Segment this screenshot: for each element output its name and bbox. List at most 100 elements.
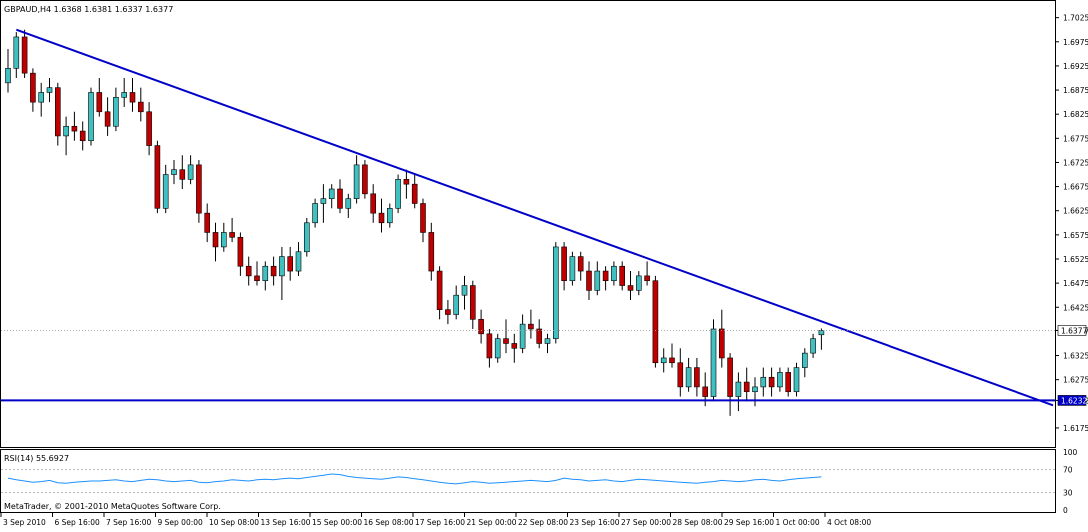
candle <box>63 116 69 156</box>
candle <box>171 160 177 185</box>
candle-body <box>586 270 592 291</box>
trendline-layer[interactable] <box>1 28 1055 407</box>
candle-body <box>793 367 800 393</box>
rsi-level-lines: 100 70 30 0 <box>1 448 1078 515</box>
price-tick-label: 1.6475 <box>1063 279 1088 288</box>
candle <box>594 261 601 296</box>
candle-body <box>13 36 20 69</box>
price-tick-label: 1.7025 <box>1063 14 1088 23</box>
candle <box>30 68 36 112</box>
candle <box>652 275 659 368</box>
candle <box>486 328 493 368</box>
candle <box>96 77 103 117</box>
candle <box>245 256 252 286</box>
candle <box>395 174 401 214</box>
candle-body <box>328 188 335 199</box>
candle-body <box>30 72 36 103</box>
candle-body <box>445 309 451 315</box>
candle-body <box>552 246 559 339</box>
candle <box>303 217 310 257</box>
candle-body <box>420 203 426 233</box>
candle <box>561 242 567 291</box>
candle-body <box>237 236 244 267</box>
support-price-label-bg <box>1057 395 1087 406</box>
symbol-header: GBPAUD,H4 1.6368 1.6381 1.6337 1.6377 <box>4 5 173 14</box>
candle <box>287 246 294 281</box>
candle <box>818 328 825 350</box>
price-tick-label: 1.6625 <box>1063 207 1088 216</box>
candle-body <box>370 193 377 214</box>
price-panel-frame <box>0 0 1056 448</box>
candle-body <box>187 164 194 180</box>
candle <box>88 87 94 146</box>
price-tick-label: 1.6775 <box>1063 134 1088 143</box>
candle-body <box>478 319 484 335</box>
candle-body <box>312 203 318 224</box>
candle-body <box>469 285 476 320</box>
candle-body <box>577 256 584 272</box>
candle <box>469 280 476 329</box>
candle <box>528 309 534 339</box>
candle <box>445 300 451 325</box>
candle-body <box>652 280 659 364</box>
candle <box>38 82 45 117</box>
candle <box>104 97 111 136</box>
candle <box>727 353 733 416</box>
candle-body <box>461 285 468 296</box>
rsi-axis-label: 30 <box>1063 489 1073 498</box>
candle <box>237 232 244 276</box>
candle <box>71 111 78 141</box>
candle-body <box>146 111 152 146</box>
candle-body <box>162 174 169 209</box>
descending-trendline[interactable] <box>15 28 1054 407</box>
candle <box>494 333 501 363</box>
candle <box>536 319 543 349</box>
candle <box>544 333 551 354</box>
candle-body <box>179 169 186 180</box>
candle <box>777 367 783 392</box>
candle <box>694 357 700 397</box>
price-tick-label: 1.6525 <box>1063 255 1088 264</box>
candle <box>54 82 61 146</box>
candle <box>760 367 767 397</box>
current-price-label-bg <box>1057 325 1087 336</box>
candle <box>660 348 667 373</box>
candle-body <box>760 376 767 388</box>
candle-body <box>362 164 368 195</box>
candle-body <box>727 357 733 397</box>
candle-body <box>79 130 86 142</box>
time-axis: 3 Sep 2010 6 Sep 16:00 7 Sep 16:00 9 Sep 00… <box>0 513 871 527</box>
candle-body <box>303 222 310 253</box>
candle-body <box>486 333 493 359</box>
candle <box>345 193 352 218</box>
candle-body <box>503 338 509 344</box>
candle <box>196 160 202 223</box>
price-tick-label: 1.6675 <box>1063 183 1088 192</box>
candle-body <box>96 92 103 113</box>
rsi-line <box>7 473 822 485</box>
candle <box>204 203 210 243</box>
candle <box>21 29 28 78</box>
candle <box>519 314 526 354</box>
candle-body <box>519 323 526 349</box>
candle <box>154 140 161 214</box>
candle-body <box>436 270 443 310</box>
candle-body <box>453 294 460 315</box>
candle-body <box>710 328 717 397</box>
support-price-label: 1.6232 <box>1061 396 1087 405</box>
time-tick-label: 22 Sep 08:00 <box>518 518 568 527</box>
candle-body <box>561 246 567 282</box>
candle-body <box>245 265 252 277</box>
candle-body <box>196 164 202 214</box>
rsi-axis-label: 100 <box>1063 448 1078 457</box>
candle-body <box>88 92 94 142</box>
candle <box>270 256 277 286</box>
candle <box>403 169 410 199</box>
candle <box>121 77 127 107</box>
time-tick-label: 15 Sep 00:00 <box>312 518 362 527</box>
time-tick-label: 17 Sep 16:00 <box>415 518 465 527</box>
support-price-label-box: 1.6232 <box>1057 395 1087 406</box>
candle <box>129 77 136 112</box>
